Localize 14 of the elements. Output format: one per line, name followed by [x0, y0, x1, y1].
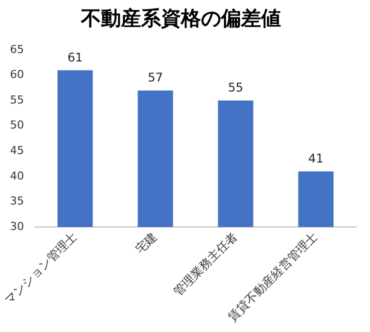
y-tick-label: 65 — [10, 42, 24, 56]
data-label: 61 — [67, 50, 83, 64]
y-tick-label: 45 — [10, 144, 24, 157]
y-tick-label: 40 — [10, 169, 24, 182]
chart-title: 不動産系資格の偏差値 — [80, 6, 281, 30]
data-label: 41 — [308, 151, 324, 166]
y-tick-label: 50 — [10, 118, 24, 132]
x-tick-label: 宅建 — [132, 229, 160, 256]
data-label: 55 — [228, 80, 244, 95]
data-label: 57 — [148, 70, 164, 85]
y-tick-label: 55 — [10, 93, 24, 106]
x-tick-label: 管理業務主任者 — [170, 229, 240, 299]
y-tick-label: 35 — [10, 194, 24, 208]
y-tick-label: 60 — [10, 68, 24, 82]
